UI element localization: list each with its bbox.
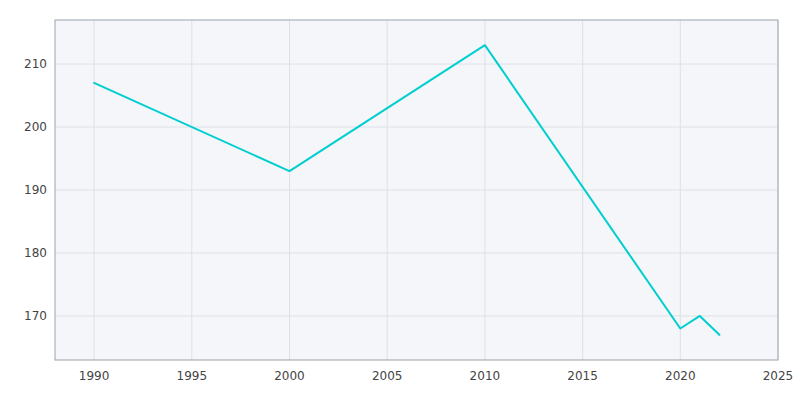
plot-frame [55, 20, 778, 360]
x-tick-label: 2010 [470, 369, 501, 383]
tick-labels: 1990 1995 2000 2005 2010 2015 2020 2025 170 180 19… [24, 57, 793, 383]
x-tick-label: 2015 [567, 369, 598, 383]
y-grid-line [55, 190, 778, 191]
y-grid-line [55, 252, 778, 253]
series [94, 45, 719, 335]
y-tick-label: 170 [24, 309, 47, 323]
grid [55, 20, 778, 360]
y-grid-line [55, 127, 778, 128]
x-tick-label: 2000 [274, 369, 305, 383]
y-tick-label: 210 [24, 57, 47, 71]
plot-background [55, 20, 778, 360]
y-grid-line [55, 315, 778, 316]
y-tick-label: 200 [24, 120, 47, 134]
y-grid-line [55, 64, 778, 65]
y-tick-label: 190 [24, 183, 47, 197]
x-tick-label: 1995 [177, 369, 208, 383]
x-tick-label: 2005 [372, 369, 403, 383]
x-tick-label: 2025 [763, 369, 794, 383]
chart-container: 1990 1995 2000 2005 2010 2015 2020 2025 170 180 19… [0, 0, 800, 400]
x-tick-label: 2020 [665, 369, 696, 383]
chart: 1990 1995 2000 2005 2010 2015 2020 2025 170 180 19… [0, 0, 800, 400]
y-tick-label: 180 [24, 246, 47, 260]
population-line [94, 45, 719, 335]
x-tick-label: 1990 [79, 369, 110, 383]
